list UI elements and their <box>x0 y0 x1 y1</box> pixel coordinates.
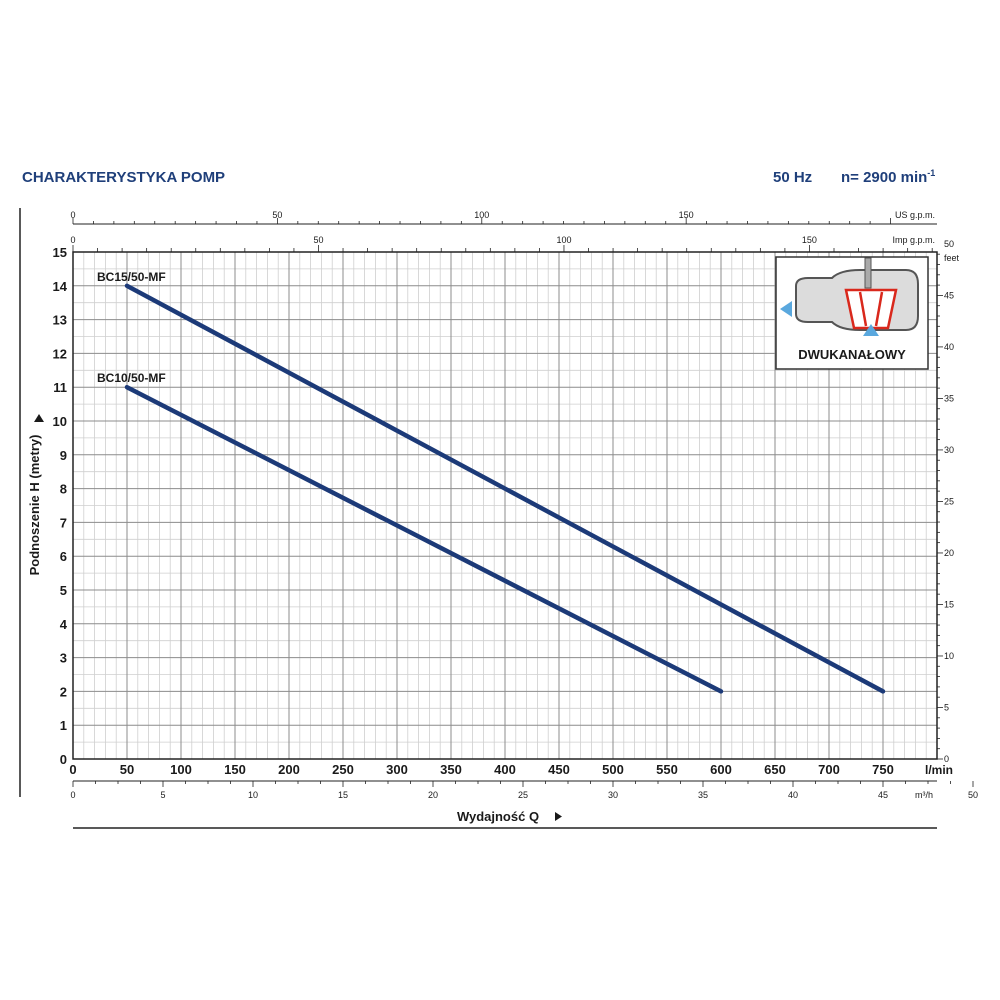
x-unit-label: l/min <box>925 763 953 777</box>
y-tick-label: 10 <box>53 414 67 429</box>
x-tick-label: 500 <box>602 762 624 777</box>
series-label-2: BC10/50-MF <box>97 371 166 385</box>
m3h-tick-label: 15 <box>338 790 348 800</box>
x-tick-label: 200 <box>278 762 300 777</box>
x-tick-label: 150 <box>224 762 246 777</box>
series-label-1: BC15/50-MF <box>97 270 166 284</box>
feet-tick-label: 5 <box>944 702 949 712</box>
m3h-tick-label: 50 <box>968 790 978 800</box>
speed-text: n= 2900 min <box>841 169 927 186</box>
feet-tick-label: 30 <box>944 445 954 455</box>
feet-unit-label: feet <box>944 253 960 263</box>
m3h-tick-label: 20 <box>428 790 438 800</box>
feet-tick-label: 0 <box>944 754 949 764</box>
y-tick-label: 15 <box>53 245 67 260</box>
y-tick-label: 12 <box>53 346 67 361</box>
two-channel-impeller-icon <box>780 257 919 336</box>
y-axis-arrow-icon <box>34 414 44 422</box>
feet-tick-label: 50 <box>944 239 954 249</box>
y-tick-label: 4 <box>60 617 68 632</box>
x-tick-label: 250 <box>332 762 354 777</box>
outlet-arrow-icon <box>780 301 792 317</box>
impeller-inset: DWUKANAŁOWY <box>775 256 929 370</box>
m3h-tick-label: 45 <box>878 790 888 800</box>
x-axis-title: Wydajność Q <box>457 809 539 824</box>
speed-superscript: -1 <box>927 168 935 178</box>
series-line-2 <box>124 384 724 694</box>
feet-tick-label: 15 <box>944 599 954 609</box>
inlet-arrow-icon <box>863 324 879 336</box>
x-tick-label: 700 <box>818 762 840 777</box>
plot-area-border <box>72 251 938 760</box>
us-gpm-unit-label: US g.p.m. <box>895 210 935 220</box>
m3h-tick-label: 30 <box>608 790 618 800</box>
chart-title: CHARAKTERYSTYKA POMP <box>22 169 225 186</box>
y-tick-label: 2 <box>60 684 67 699</box>
x-tick-label: 100 <box>170 762 192 777</box>
m3h-tick-label: 0 <box>70 790 75 800</box>
x-tick-label: 50 <box>120 762 134 777</box>
impeller-shape <box>844 288 898 330</box>
feet-tick-label: 25 <box>944 496 954 506</box>
m3h-tick-label: 35 <box>698 790 708 800</box>
m3h-tick-label: 25 <box>518 790 528 800</box>
x-tick-label: 300 <box>386 762 408 777</box>
impeller-vane-left <box>858 291 868 327</box>
y-tick-label: 6 <box>60 549 67 564</box>
x-tick-label: 450 <box>548 762 570 777</box>
m3h-tick-label: 5 <box>160 790 165 800</box>
inset-label: DWUKANAŁOWY <box>798 347 906 362</box>
x-tick-label: 0 <box>69 762 76 777</box>
m3h-unit-label: m³/h <box>915 790 933 800</box>
y-tick-label: 5 <box>60 583 67 598</box>
m3h-tick-label: 40 <box>788 790 798 800</box>
us-gpm-tick-label: 150 <box>679 210 694 220</box>
chart-series: BC15/50-MF BC10/50-MF <box>97 270 886 694</box>
m3h-tick-label: 10 <box>248 790 258 800</box>
series-line-1 <box>124 283 886 694</box>
chart-axes: 0 50 100 150 200 250 300 350 400 450 500 550 600 650 7… <box>27 210 978 824</box>
feet-tick-label: 10 <box>944 651 954 661</box>
y-tick-label: 11 <box>53 380 67 395</box>
feet-tick-label: 45 <box>944 290 954 300</box>
y-tick-label: 7 <box>60 515 67 530</box>
us-gpm-tick-label: 100 <box>474 210 489 220</box>
x-tick-label: 350 <box>440 762 462 777</box>
feet-tick-label: 20 <box>944 548 954 558</box>
frequency-label: 50 Hz <box>773 169 812 186</box>
feet-tick-label: 40 <box>944 342 954 352</box>
x-tick-label: 600 <box>710 762 732 777</box>
y-axis-title: Podnoszenie H (metry) <box>27 435 42 576</box>
speed-label: n= 2900 min-1 <box>841 168 935 186</box>
imp-gpm-tick-label: 50 <box>313 235 323 245</box>
x-axis-arrow-icon <box>555 812 562 821</box>
x-tick-label: 750 <box>872 762 894 777</box>
imp-gpm-tick-label: 0 <box>70 235 75 245</box>
x-tick-label: 650 <box>764 762 786 777</box>
impeller-vane-right <box>874 291 884 327</box>
y-tick-label: 9 <box>60 448 67 463</box>
y-tick-label: 1 <box>60 718 67 733</box>
y-tick-label: 13 <box>53 313 67 328</box>
y-tick-label: 3 <box>60 651 67 666</box>
feet-tick-label: 35 <box>944 393 954 403</box>
imp-gpm-tick-label: 150 <box>802 235 817 245</box>
imp-gpm-unit-label: Imp g.p.m. <box>892 235 935 245</box>
x-tick-label: 400 <box>494 762 516 777</box>
us-gpm-tick-label: 50 <box>272 210 282 220</box>
x-tick-label: 550 <box>656 762 678 777</box>
y-tick-label: 14 <box>53 279 68 294</box>
y-tick-label: 8 <box>60 482 67 497</box>
us-gpm-tick-label: 0 <box>70 210 75 220</box>
shaft-shape <box>864 257 872 289</box>
imp-gpm-tick-label: 100 <box>556 235 571 245</box>
y-tick-label: 0 <box>60 752 67 767</box>
chart-frame <box>19 208 938 829</box>
